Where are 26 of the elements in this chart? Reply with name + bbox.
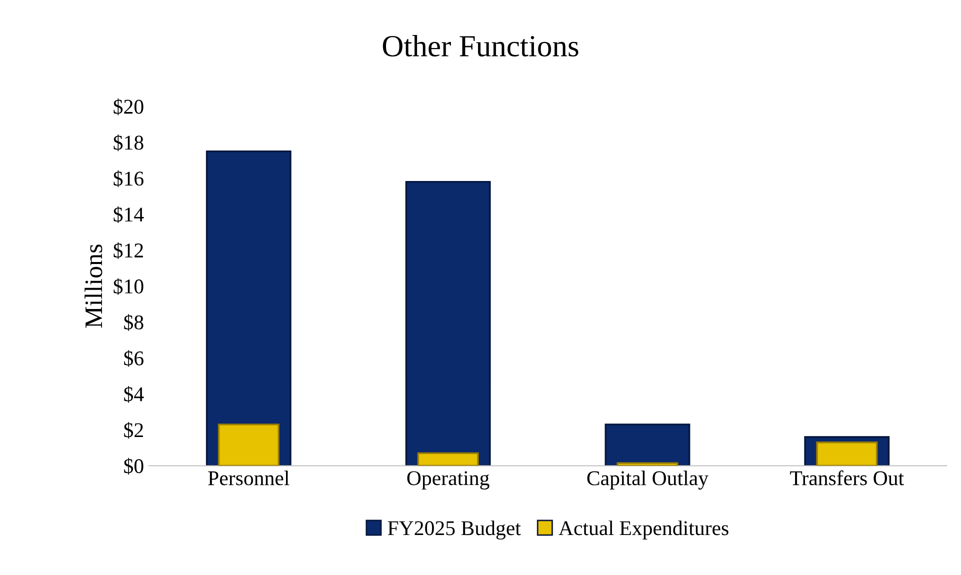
bar <box>417 452 479 466</box>
y-tick-label: $20 <box>114 98 144 116</box>
legend-label: FY2025 Budget <box>388 520 521 540</box>
x-tick-label: Transfers Out <box>790 470 904 486</box>
y-tick-label: $12 <box>114 242 143 259</box>
y-tick-label: $4 <box>124 386 144 403</box>
y-tick-label: $0 <box>124 458 144 475</box>
y-tick-label: $10 <box>114 278 144 295</box>
y-tick-label: $16 <box>114 170 144 188</box>
chart-title: Other Functions <box>382 35 578 57</box>
y-tick-label: $6 <box>124 350 144 367</box>
x-tick-label: Operating <box>407 471 490 490</box>
y-axis-title: Millions <box>84 244 102 328</box>
bar <box>218 424 280 466</box>
legend-label: Actual Expenditures <box>558 520 728 540</box>
bar <box>816 442 878 466</box>
y-tick-label: $2 <box>124 422 143 439</box>
y-tick-label: $14 <box>114 206 144 224</box>
bar <box>405 181 491 466</box>
bar <box>604 424 690 466</box>
y-tick-label: $18 <box>114 134 144 152</box>
bar <box>206 150 292 466</box>
y-tick-label: $8 <box>124 314 144 331</box>
x-tick-label: Capital Outlay <box>587 470 708 490</box>
x-tick-label: Personnel <box>208 470 290 486</box>
bar <box>616 462 678 466</box>
